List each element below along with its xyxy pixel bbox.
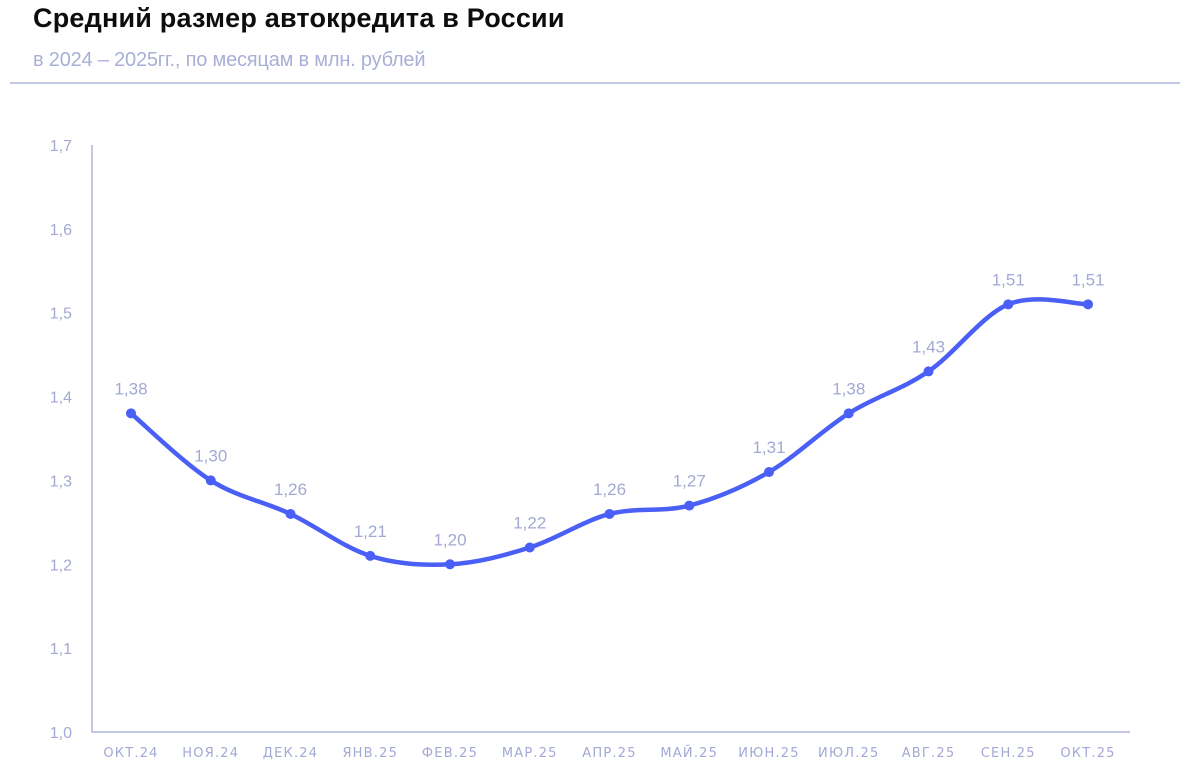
data-label: 1,38 <box>832 379 865 398</box>
header-divider <box>10 82 1180 84</box>
x-tick-label: СЕН.25 <box>981 746 1036 761</box>
data-label: 1,43 <box>912 337 945 356</box>
y-tick-label: 1,5 <box>50 306 72 323</box>
x-tick-label: МАР.25 <box>502 746 558 761</box>
x-tick-label: ИЮЛ.25 <box>818 746 879 761</box>
y-tick-label: 1,2 <box>50 557 72 574</box>
data-point-marker <box>604 508 615 519</box>
data-label: 1,27 <box>673 472 706 491</box>
x-tick-label: ФЕВ.25 <box>422 746 478 761</box>
data-label: 1,26 <box>593 480 626 499</box>
x-tick-label: МАЙ.25 <box>660 745 718 761</box>
data-point-marker <box>1083 299 1093 310</box>
y-tick-label: 1,0 <box>50 725 72 742</box>
data-point-marker <box>843 408 854 419</box>
x-tick-label: ОКТ.24 <box>103 746 158 761</box>
data-label: 1,22 <box>513 514 546 533</box>
x-tick-label: АВГ.25 <box>902 746 956 761</box>
data-point-marker <box>285 508 296 519</box>
y-axis: 1,0 1,1 1,2 1,3 1,4 1,5 1,6 1,7 <box>50 138 93 742</box>
x-tick-label: ИЮН.25 <box>738 746 799 761</box>
data-label: 1,21 <box>354 522 387 541</box>
data-label: 1,31 <box>752 438 785 457</box>
x-tick-label: НОЯ.24 <box>182 746 239 761</box>
x-tick-label: АПР.25 <box>582 746 636 761</box>
data-point-marker <box>1003 299 1014 310</box>
data-point-marker <box>126 408 136 419</box>
data-point-marker <box>365 550 376 561</box>
data-label: 1,38 <box>114 379 147 398</box>
data-point-marker <box>524 542 535 553</box>
y-tick-label: 1,7 <box>50 138 72 155</box>
data-point-marker <box>764 467 774 478</box>
data-point-marker <box>684 500 695 511</box>
x-tick-label: ДЕК.24 <box>263 746 318 761</box>
y-tick-label: 1,1 <box>50 641 72 658</box>
data-point-marker <box>205 475 216 486</box>
data-label: 1,51 <box>992 270 1025 289</box>
y-tick-label: 1,3 <box>50 473 72 490</box>
data-label: 1,26 <box>274 480 307 499</box>
data-label: 1,51 <box>1071 270 1104 289</box>
x-axis: ОКТ.24 НОЯ.24 ДЕК.24 ЯНВ.25 ФЕВ.25 МАР.25 АПР.… <box>91 731 1130 761</box>
chart-subtitle: в 2024 – 2025гг., по месяцам в млн. рубл… <box>33 49 426 71</box>
y-tick-label: 1,4 <box>50 390 72 407</box>
data-label: 1,30 <box>194 446 227 465</box>
data-point-marker <box>923 366 934 377</box>
y-tick-label: 1,6 <box>50 222 72 239</box>
data-point-marker <box>445 559 455 570</box>
data-series: 1,38 1,30 1,26 1,21 1,20 1,22 1,26 1,27 1,31 1,38… <box>114 270 1105 570</box>
x-tick-label: ЯНВ.25 <box>342 746 398 761</box>
x-tick-label: ОКТ.25 <box>1060 746 1115 761</box>
data-label: 1,20 <box>433 530 466 549</box>
chart-title: Средний размер автокредита в России <box>33 3 565 33</box>
